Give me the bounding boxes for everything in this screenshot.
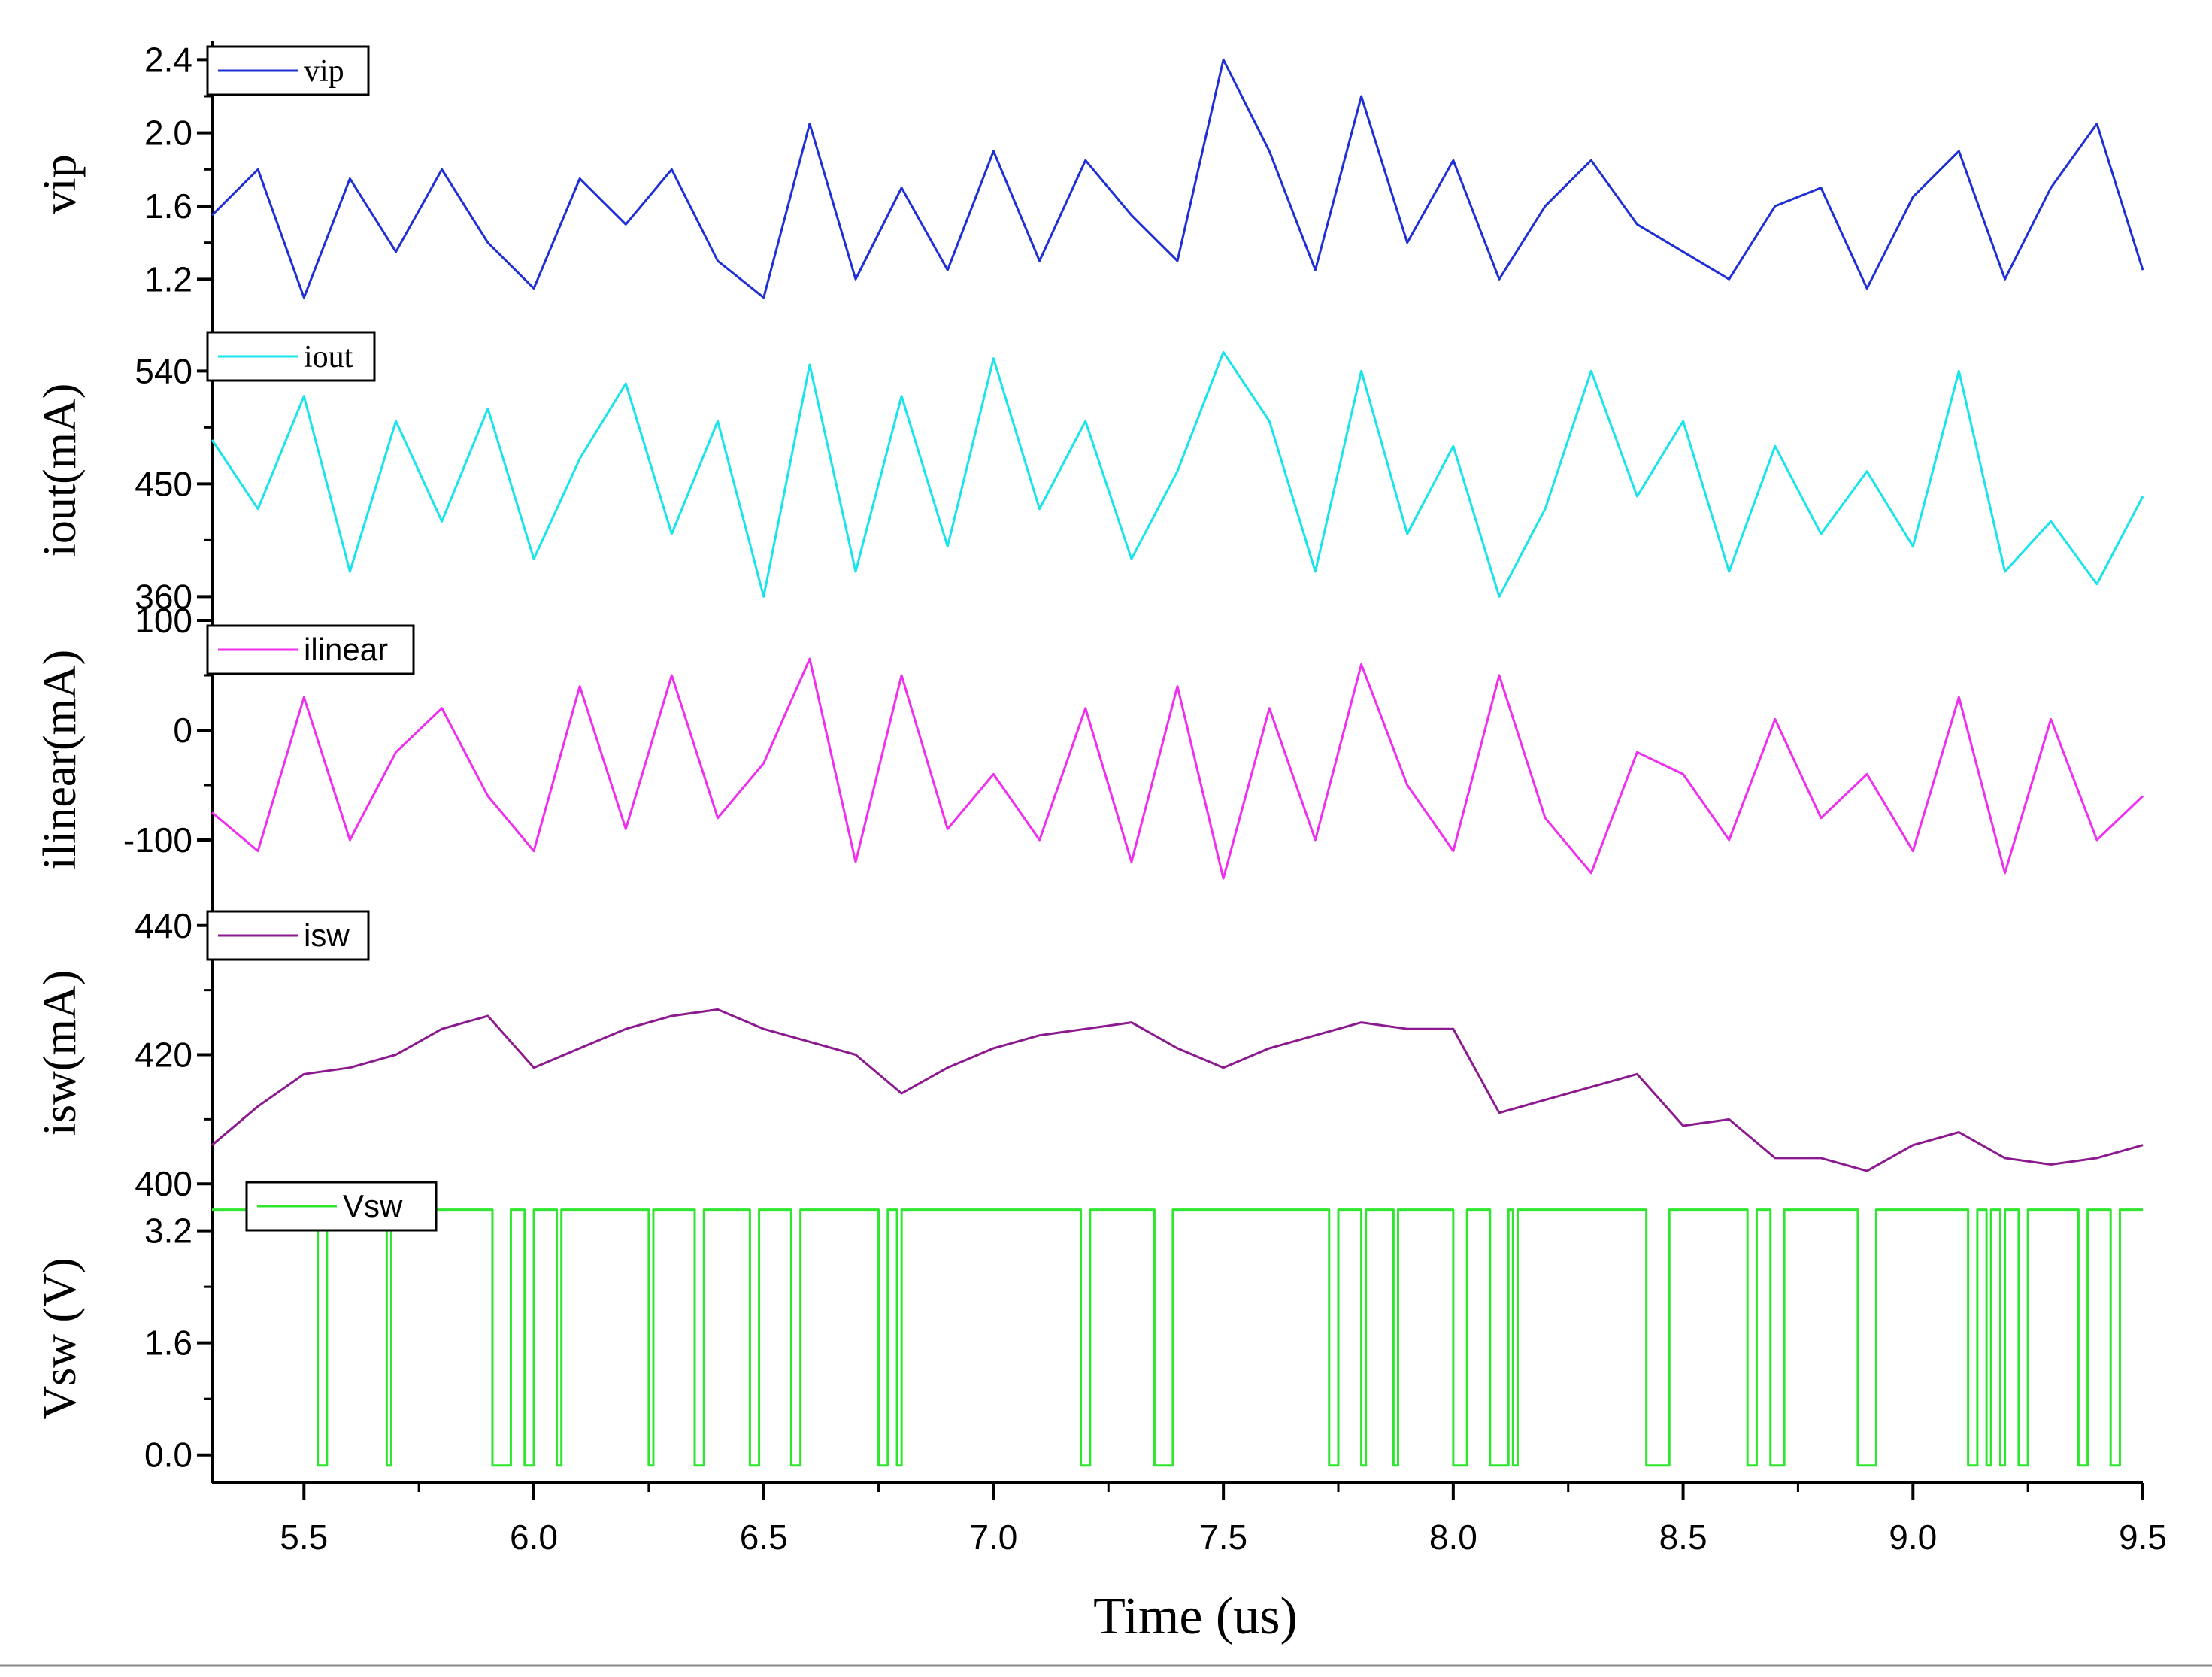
ilinear-y-tick-label: 0 — [173, 711, 192, 750]
panels-layer: 1.2 1.6 2.0 2.4 vip vip 360 450 540 iout(mA) iout -… — [35, 40, 2144, 1475]
x-tick-label: 8.0 — [1429, 1518, 1477, 1557]
x-tick-label: 8.5 — [1659, 1518, 1707, 1557]
x-tick-label: 7.5 — [1199, 1518, 1247, 1557]
vip-legend-box — [206, 45, 370, 96]
vsw-legend-label: Vsw — [343, 1188, 403, 1224]
x-tick-label: 9.5 — [2119, 1518, 2167, 1557]
x-axis-title: Time (us) — [1093, 1588, 1298, 1645]
x-tick-label: 7.0 — [969, 1518, 1017, 1557]
x-tick-label: 6.5 — [740, 1518, 788, 1557]
ilinear-y-axis-title: ilinear(mA) — [35, 650, 86, 870]
isw-y-tick-label: 420 — [135, 1036, 192, 1075]
isw-y-axis-title: isw(mA) — [35, 970, 86, 1136]
vip-y-tick-label: 1.2 — [144, 259, 192, 299]
vip-y-tick-label: 1.6 — [144, 187, 192, 226]
x-tick-label: 5.5 — [280, 1518, 328, 1557]
panel-iout: 360 450 540 iout(mA) iout — [35, 331, 2144, 616]
iout-legend-label: iout — [304, 340, 353, 375]
ilinear-y-tick-label: 100 — [135, 601, 192, 640]
panel-vsw: 0.0 1.6 3.2 Vsw (V) Vsw — [35, 1181, 2143, 1475]
panel-isw: 400 420 440 isw(mA) isw — [35, 906, 2144, 1203]
x-ticks-layer: 5.5 6.0 6.5 7.0 7.5 8.0 8.5 9.0 9.5 — [280, 1483, 2167, 1557]
isw-legend-label: isw — [304, 917, 350, 953]
vsw-y-tick-label: 3.2 — [144, 1212, 192, 1251]
vsw-y-tick-label: 0.0 — [144, 1436, 192, 1475]
vsw-y-axis-title: Vsw (V) — [35, 1257, 86, 1419]
vip-y-tick-label: 2.4 — [144, 40, 192, 79]
iout-y-axis-title: iout(mA) — [35, 384, 86, 557]
iout-y-tick-label: 450 — [135, 464, 192, 503]
ilinear-y-tick-label: -100 — [123, 820, 192, 860]
iout-y-tick-label: 360 — [135, 577, 192, 616]
vsw-y-tick-label: 1.6 — [144, 1324, 192, 1363]
x-tick-label: 6.0 — [510, 1518, 558, 1557]
panel-ilinear: -100 0 100 ilinear(mA) ilinear — [35, 601, 2144, 880]
vip-series-line — [211, 58, 2144, 299]
x-tick-label: 9.0 — [1889, 1518, 1937, 1557]
iout-series-line — [211, 350, 2144, 598]
ilinear-series-line — [211, 657, 2144, 880]
isw-y-tick-label: 400 — [135, 1164, 192, 1203]
isw-y-tick-label: 440 — [135, 906, 192, 945]
vip-legend-label: vip — [304, 54, 344, 89]
vip-y-tick-label: 2.0 — [144, 114, 192, 153]
panel-vip: 1.2 1.6 2.0 2.4 vip vip — [35, 40, 2144, 299]
iout-y-tick-label: 540 — [135, 351, 192, 390]
ilinear-legend-label: ilinear — [304, 632, 388, 667]
vsw-series-line — [212, 1208, 2143, 1467]
vip-y-axis-title: vip — [35, 154, 86, 214]
isw-series-line — [211, 1008, 2144, 1172]
